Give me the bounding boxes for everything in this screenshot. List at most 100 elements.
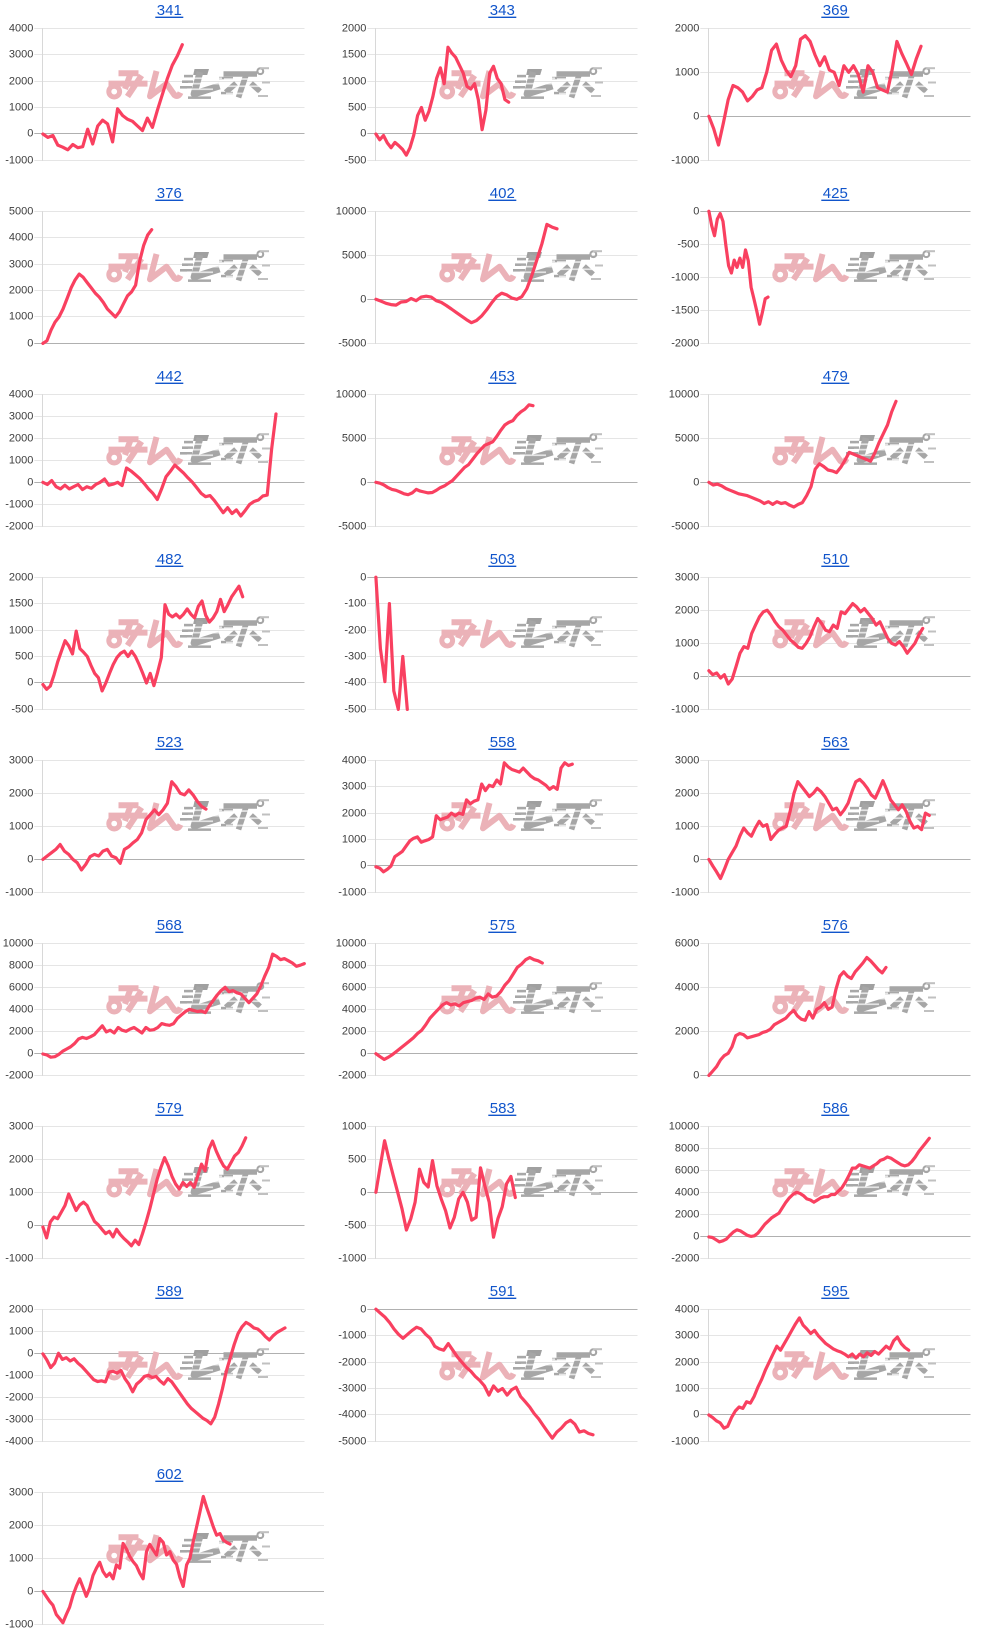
- svg-text:-200: -200: [344, 625, 366, 637]
- svg-text:-1000: -1000: [671, 704, 699, 716]
- svg-text:-3000: -3000: [5, 1414, 33, 1426]
- svg-text:1000: 1000: [675, 1383, 699, 1395]
- svg-text:-500: -500: [11, 704, 33, 716]
- svg-text:-1000: -1000: [671, 887, 699, 899]
- svg-text:500: 500: [348, 102, 366, 114]
- svg-text:-4000: -4000: [338, 1409, 366, 1421]
- svg-text:6000: 6000: [675, 1165, 699, 1177]
- svg-text:2000: 2000: [9, 788, 33, 800]
- svg-text:0: 0: [27, 1048, 33, 1060]
- svg-text:4000: 4000: [9, 232, 33, 244]
- svg-text:0: 0: [27, 338, 33, 350]
- svg-text:595: 595: [823, 1283, 848, 1300]
- svg-text:0: 0: [693, 1231, 699, 1243]
- svg-text:1000: 1000: [675, 821, 699, 833]
- svg-text:2000: 2000: [675, 605, 699, 617]
- svg-text:-5000: -5000: [671, 521, 699, 533]
- svg-text:4000: 4000: [9, 389, 33, 401]
- svg-text:5000: 5000: [9, 206, 33, 218]
- svg-text:-500: -500: [677, 239, 699, 251]
- svg-text:6000: 6000: [342, 982, 366, 994]
- svg-text:425: 425: [823, 185, 848, 202]
- svg-text:1500: 1500: [9, 598, 33, 610]
- svg-text:0: 0: [693, 206, 699, 218]
- svg-text:343: 343: [490, 2, 515, 19]
- svg-text:2000: 2000: [342, 808, 366, 820]
- svg-text:8000: 8000: [342, 960, 366, 972]
- svg-text:0: 0: [27, 854, 33, 866]
- svg-text:1000: 1000: [9, 1553, 33, 1565]
- svg-text:589: 589: [157, 1283, 182, 1300]
- svg-text:10000: 10000: [3, 938, 34, 950]
- svg-text:-1000: -1000: [5, 155, 33, 167]
- svg-text:0: 0: [27, 1220, 33, 1232]
- svg-text:2000: 2000: [675, 1357, 699, 1369]
- svg-text:10000: 10000: [336, 938, 367, 950]
- svg-text:5000: 5000: [342, 250, 366, 262]
- svg-text:6000: 6000: [675, 938, 699, 950]
- svg-text:1000: 1000: [675, 67, 699, 79]
- svg-text:0: 0: [360, 1304, 366, 1316]
- svg-text:-1000: -1000: [338, 1330, 366, 1342]
- svg-text:-2000: -2000: [671, 338, 699, 350]
- svg-text:-1000: -1000: [338, 887, 366, 899]
- svg-text:-300: -300: [344, 651, 366, 663]
- svg-text:3000: 3000: [342, 781, 366, 793]
- svg-text:2000: 2000: [9, 285, 33, 297]
- svg-text:-100: -100: [344, 598, 366, 610]
- svg-text:3000: 3000: [9, 1487, 33, 1499]
- svg-text:0: 0: [693, 111, 699, 123]
- svg-text:-500: -500: [344, 155, 366, 167]
- svg-text:500: 500: [15, 651, 33, 663]
- svg-text:376: 376: [157, 185, 182, 202]
- svg-text:-5000: -5000: [338, 1436, 366, 1448]
- svg-text:2000: 2000: [9, 433, 33, 445]
- svg-text:-1000: -1000: [5, 1370, 33, 1382]
- svg-text:-1000: -1000: [671, 272, 699, 284]
- svg-text:-1000: -1000: [5, 887, 33, 899]
- svg-text:0: 0: [360, 128, 366, 140]
- svg-text:-1000: -1000: [5, 1253, 33, 1265]
- svg-text:576: 576: [823, 917, 848, 934]
- svg-text:369: 369: [823, 2, 848, 19]
- svg-text:2000: 2000: [675, 23, 699, 35]
- svg-text:6000: 6000: [9, 982, 33, 994]
- svg-text:4000: 4000: [9, 23, 33, 35]
- svg-text:5000: 5000: [675, 433, 699, 445]
- svg-text:-2000: -2000: [5, 1392, 33, 1404]
- svg-text:2000: 2000: [9, 572, 33, 584]
- svg-text:10000: 10000: [669, 389, 700, 401]
- svg-text:1000: 1000: [342, 76, 366, 88]
- svg-text:586: 586: [823, 1100, 848, 1117]
- svg-text:2000: 2000: [342, 1026, 366, 1038]
- svg-text:-5000: -5000: [338, 338, 366, 350]
- svg-text:1000: 1000: [9, 1326, 33, 1338]
- svg-text:1000: 1000: [9, 455, 33, 467]
- svg-text:4000: 4000: [675, 1304, 699, 1316]
- svg-text:-5000: -5000: [338, 521, 366, 533]
- svg-text:1000: 1000: [675, 638, 699, 650]
- svg-text:4000: 4000: [342, 1004, 366, 1016]
- svg-text:479: 479: [823, 368, 848, 385]
- svg-text:-2000: -2000: [338, 1357, 366, 1369]
- svg-text:1500: 1500: [342, 49, 366, 61]
- svg-text:0: 0: [360, 1048, 366, 1060]
- svg-text:2000: 2000: [675, 1209, 699, 1221]
- svg-text:4000: 4000: [9, 1004, 33, 1016]
- svg-text:453: 453: [490, 368, 515, 385]
- svg-text:575: 575: [490, 917, 515, 934]
- svg-text:500: 500: [348, 1154, 366, 1166]
- svg-text:3000: 3000: [9, 49, 33, 61]
- svg-text:3000: 3000: [675, 572, 699, 584]
- svg-text:558: 558: [490, 734, 515, 751]
- svg-text:579: 579: [157, 1100, 182, 1117]
- svg-text:5000: 5000: [342, 433, 366, 445]
- svg-text:0: 0: [360, 294, 366, 306]
- svg-text:1000: 1000: [9, 102, 33, 114]
- svg-text:-500: -500: [344, 704, 366, 716]
- svg-text:523: 523: [157, 734, 182, 751]
- svg-text:-1000: -1000: [5, 499, 33, 511]
- svg-text:-4000: -4000: [5, 1436, 33, 1448]
- svg-text:0: 0: [693, 1409, 699, 1421]
- svg-text:568: 568: [157, 917, 182, 934]
